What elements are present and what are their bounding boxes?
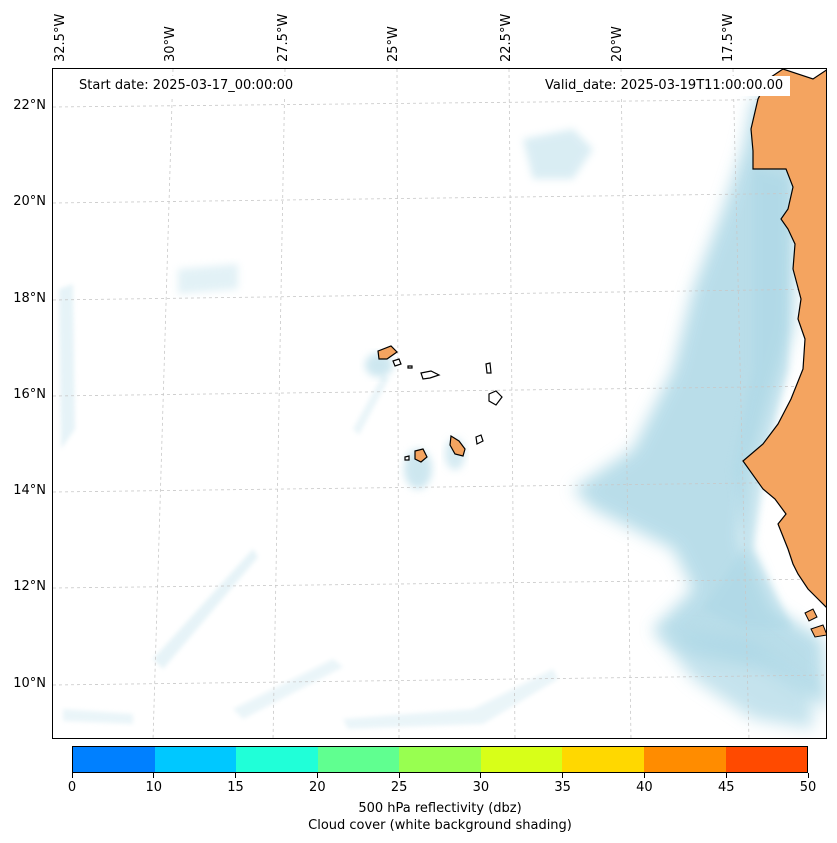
lat-label-22n: 22°N bbox=[13, 98, 46, 113]
colorbar-tick-label: 40 bbox=[636, 780, 653, 795]
colorbar-tick-label: 50 bbox=[799, 780, 817, 795]
colorbar-tick-mark bbox=[71, 773, 73, 778]
cloud-streak-east-south bbox=[343, 669, 558, 729]
map-panel bbox=[52, 68, 827, 739]
colorbar-tick-label: 0 bbox=[67, 780, 77, 795]
cloud-patch-northwest bbox=[178, 264, 238, 294]
lon-label-30w: 30°W bbox=[163, 26, 178, 62]
cloud-tail-south bbox=[653, 629, 813, 729]
parallel-22n bbox=[53, 98, 826, 108]
colorbar-tick-label: 10 bbox=[145, 780, 163, 795]
land-bijagos-islands bbox=[804, 608, 826, 638]
lon-label-27-5w: 27.5°W bbox=[276, 13, 291, 62]
lat-label-10n: 10°N bbox=[13, 676, 46, 691]
island-sal bbox=[485, 362, 492, 374]
meridian-17-5w bbox=[732, 69, 750, 738]
island-brava bbox=[404, 455, 410, 461]
lat-label-18n: 18°N bbox=[13, 291, 46, 306]
cape-verde-islands bbox=[377, 345, 503, 463]
colorbar-tick-label: 45 bbox=[717, 780, 735, 795]
lat-label-14n: 14°N bbox=[13, 483, 46, 498]
island-santiago bbox=[449, 434, 466, 457]
colorbar-tick-mark bbox=[316, 773, 318, 778]
colorbar-segment bbox=[154, 747, 237, 772]
meridian-25w bbox=[396, 69, 400, 738]
colorbar-segment bbox=[480, 747, 563, 772]
cloud-band-east bbox=[573, 89, 826, 708]
cloud-streak-south bbox=[233, 659, 343, 719]
graticule bbox=[53, 69, 826, 738]
colorbar-tick-label: 25 bbox=[390, 780, 408, 795]
cloud-streak-left bbox=[59, 284, 75, 449]
cloud-streak-bottom bbox=[63, 709, 133, 724]
cloud-band-east-inner bbox=[703, 169, 793, 629]
island-maio bbox=[475, 434, 484, 445]
colorbar-segment bbox=[725, 747, 808, 772]
land-africa bbox=[742, 69, 826, 608]
colorbar-tick-label: 20 bbox=[309, 780, 326, 795]
map-canvas bbox=[53, 69, 826, 738]
island-fogo bbox=[414, 448, 428, 463]
meridian-20w bbox=[620, 69, 632, 738]
island-sao-nicolau bbox=[420, 370, 441, 380]
lat-label-16n: 16°N bbox=[13, 387, 46, 402]
colorbar-tick-mark bbox=[153, 773, 155, 778]
valid-date-label: Valid_date: 2025-03-19T11:00:00.00 bbox=[538, 76, 791, 96]
colorbar-segment bbox=[399, 747, 481, 772]
meridian-22-5w bbox=[508, 69, 516, 738]
cloud-patch-north bbox=[523, 129, 593, 179]
colorbar-tick-mark bbox=[480, 773, 482, 778]
cloud-streak-mid bbox=[353, 374, 389, 435]
colorbar-segment bbox=[317, 747, 400, 772]
meridian-30w bbox=[152, 69, 174, 738]
colorbar-tick-mark bbox=[398, 773, 400, 778]
lon-label-25w: 25°W bbox=[386, 26, 401, 62]
colorbar-tick-mark bbox=[725, 773, 727, 778]
colorbar-caption-cloud-cover: Cloud cover (white background shading) bbox=[308, 818, 572, 833]
start-date-label: Start date: 2025-03-17_00:00:00 bbox=[72, 76, 301, 96]
reflectivity-colorbar bbox=[72, 746, 808, 773]
cloud-cover-layer bbox=[59, 89, 826, 729]
colorbar-segment bbox=[73, 747, 155, 772]
lon-label-22-5w: 22.5°W bbox=[499, 13, 514, 62]
colorbar-segment bbox=[643, 747, 726, 772]
lon-label-32-5w: 32.5°W bbox=[53, 13, 68, 62]
lat-label-12n: 12°N bbox=[13, 579, 46, 594]
colorbar-tick-mark bbox=[807, 773, 809, 778]
colorbar-tick-label: 35 bbox=[554, 780, 571, 795]
lat-label-20n: 20°N bbox=[13, 194, 46, 209]
colorbar-tick-mark bbox=[235, 773, 237, 778]
lon-label-20w: 20°W bbox=[610, 26, 625, 62]
island-santo-antao bbox=[377, 345, 398, 360]
meridian-27-5w bbox=[272, 69, 286, 738]
island-santa-luzia bbox=[407, 365, 413, 369]
colorbar-tick-mark bbox=[643, 773, 645, 778]
cloud-streak-west bbox=[153, 549, 258, 669]
island-boa-vista bbox=[488, 390, 503, 406]
colorbar-tick-label: 15 bbox=[227, 780, 244, 795]
island-sao-vicente bbox=[392, 358, 402, 367]
colorbar-caption-reflectivity: 500 hPa reflectivity (dbz) bbox=[358, 801, 522, 816]
parallel-20n bbox=[53, 192, 826, 204]
colorbar-segment bbox=[236, 747, 318, 772]
colorbar-segment bbox=[562, 747, 644, 772]
colorbar-tick-label: 30 bbox=[472, 780, 490, 795]
lon-label-17-5w: 17.5°W bbox=[721, 13, 736, 62]
colorbar-tick-mark bbox=[562, 773, 564, 778]
